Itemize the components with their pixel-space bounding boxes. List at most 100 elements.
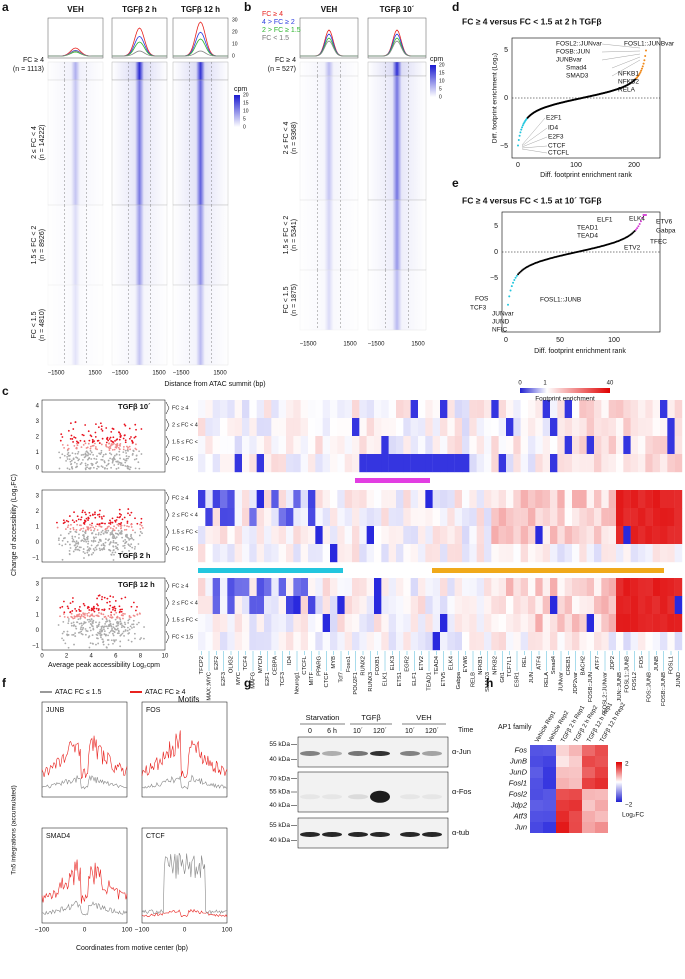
scatter-point <box>71 452 74 455</box>
scatter-point <box>126 533 128 536</box>
scatter-point <box>99 422 102 425</box>
heatmap-cell <box>381 632 389 651</box>
scatter-point <box>76 621 79 624</box>
heatmap-cell <box>550 578 558 597</box>
scatter-point <box>109 521 112 524</box>
heatmap-cell <box>286 508 294 527</box>
scatter-point <box>125 459 128 462</box>
scatter-point <box>119 620 122 623</box>
heatmap-cell <box>520 596 529 615</box>
scatter-point <box>70 523 72 526</box>
heatmap-cell <box>594 418 602 437</box>
scatter-point <box>121 632 124 635</box>
scatter-point <box>74 530 77 533</box>
heatmap-cell <box>337 490 345 509</box>
subplot-frame <box>41 827 128 924</box>
heatmap-cell <box>337 454 345 473</box>
scatter-point <box>134 423 137 426</box>
heatmap-cell <box>506 526 514 545</box>
column-header: TGFβ 2 h <box>122 5 157 14</box>
heatmap-cell <box>308 436 316 455</box>
heatmap-cell <box>440 544 448 563</box>
scatter-point <box>140 517 143 520</box>
scatter-point <box>107 462 110 465</box>
point-label: NFIC <box>492 327 507 334</box>
heatmap-cell <box>308 526 316 545</box>
heatmap-cell <box>352 454 360 473</box>
scatter-point <box>130 640 133 643</box>
heatmap-cell <box>660 544 668 563</box>
plot-frame <box>501 211 661 333</box>
scatter-point <box>98 442 101 444</box>
row-label: 2 ≤ FC < 4 <box>172 422 198 428</box>
heatmap-cell <box>447 490 455 509</box>
scatter-point <box>115 443 117 446</box>
heatmap-cell <box>330 454 338 473</box>
heatmap-cell <box>595 756 608 767</box>
heatmap-cell <box>432 400 441 419</box>
rank-point <box>517 139 520 142</box>
antibody-label: α-tub <box>452 828 469 837</box>
heatmap-cell <box>198 508 206 527</box>
motif-label: TCF4 <box>243 655 249 670</box>
scatter-point <box>129 625 132 628</box>
trace <box>141 774 228 790</box>
scatter-point <box>86 545 89 548</box>
scatter-point <box>89 548 92 550</box>
scatter-point <box>107 639 110 641</box>
scatter-point <box>109 604 112 607</box>
scatter-point <box>95 621 97 624</box>
heatmap-cell <box>286 578 294 597</box>
heatmap-cell <box>330 596 338 615</box>
leader <box>611 59 641 77</box>
marker-label: 40 kDa <box>269 756 290 763</box>
heatmap-cell <box>396 454 404 473</box>
heatmap-cell <box>476 436 485 455</box>
scatter-point <box>79 617 82 620</box>
heatmap-cell <box>528 526 536 545</box>
scatter-point <box>124 629 127 631</box>
heatmap-cell <box>557 508 565 527</box>
heatmap-cell <box>542 596 551 615</box>
heatmap-cell <box>432 436 441 455</box>
column-header: TGFβ 10´ <box>380 5 415 14</box>
band <box>370 751 390 756</box>
heatmap-cell <box>242 578 250 597</box>
scatter-point <box>94 546 97 549</box>
scatter-point <box>141 527 144 529</box>
heatmap-cell <box>418 454 426 473</box>
scatter-point <box>107 634 109 637</box>
scatter-point <box>104 522 106 525</box>
group-label: Starvation <box>306 713 340 722</box>
antibody-label: α-Jun <box>452 747 471 756</box>
heatmap-cell <box>447 632 455 651</box>
heatmap-cell <box>530 756 543 767</box>
scatter-point <box>89 642 92 645</box>
scatter-point <box>111 461 114 464</box>
heatmap-cell <box>469 490 477 509</box>
antibody-label: α-Fos <box>452 787 472 796</box>
heatmap-cell <box>506 490 514 509</box>
heatmap-cell <box>300 614 309 633</box>
scatter-point <box>138 467 141 470</box>
heatmap-cell <box>556 767 569 778</box>
heatmap-cell <box>308 578 316 597</box>
bracket <box>165 525 170 539</box>
scatter-point <box>98 547 101 550</box>
band <box>422 794 442 800</box>
scatter-point <box>75 442 78 445</box>
scatter-point <box>78 615 80 617</box>
scatter-point <box>72 428 75 430</box>
heatmap-cell <box>469 418 477 437</box>
scatter-point <box>107 446 110 449</box>
heatmap-cell <box>440 490 448 509</box>
column-header: VEH <box>321 5 338 14</box>
scatter-point <box>80 462 83 464</box>
heatmap-cell <box>616 436 624 455</box>
profile-box <box>111 17 168 59</box>
heatmap-cell <box>447 400 455 419</box>
heatmap-cell <box>366 632 375 651</box>
motif-label: CREB1 <box>566 656 572 675</box>
rank-point <box>517 144 519 147</box>
motif-bar <box>432 568 664 573</box>
